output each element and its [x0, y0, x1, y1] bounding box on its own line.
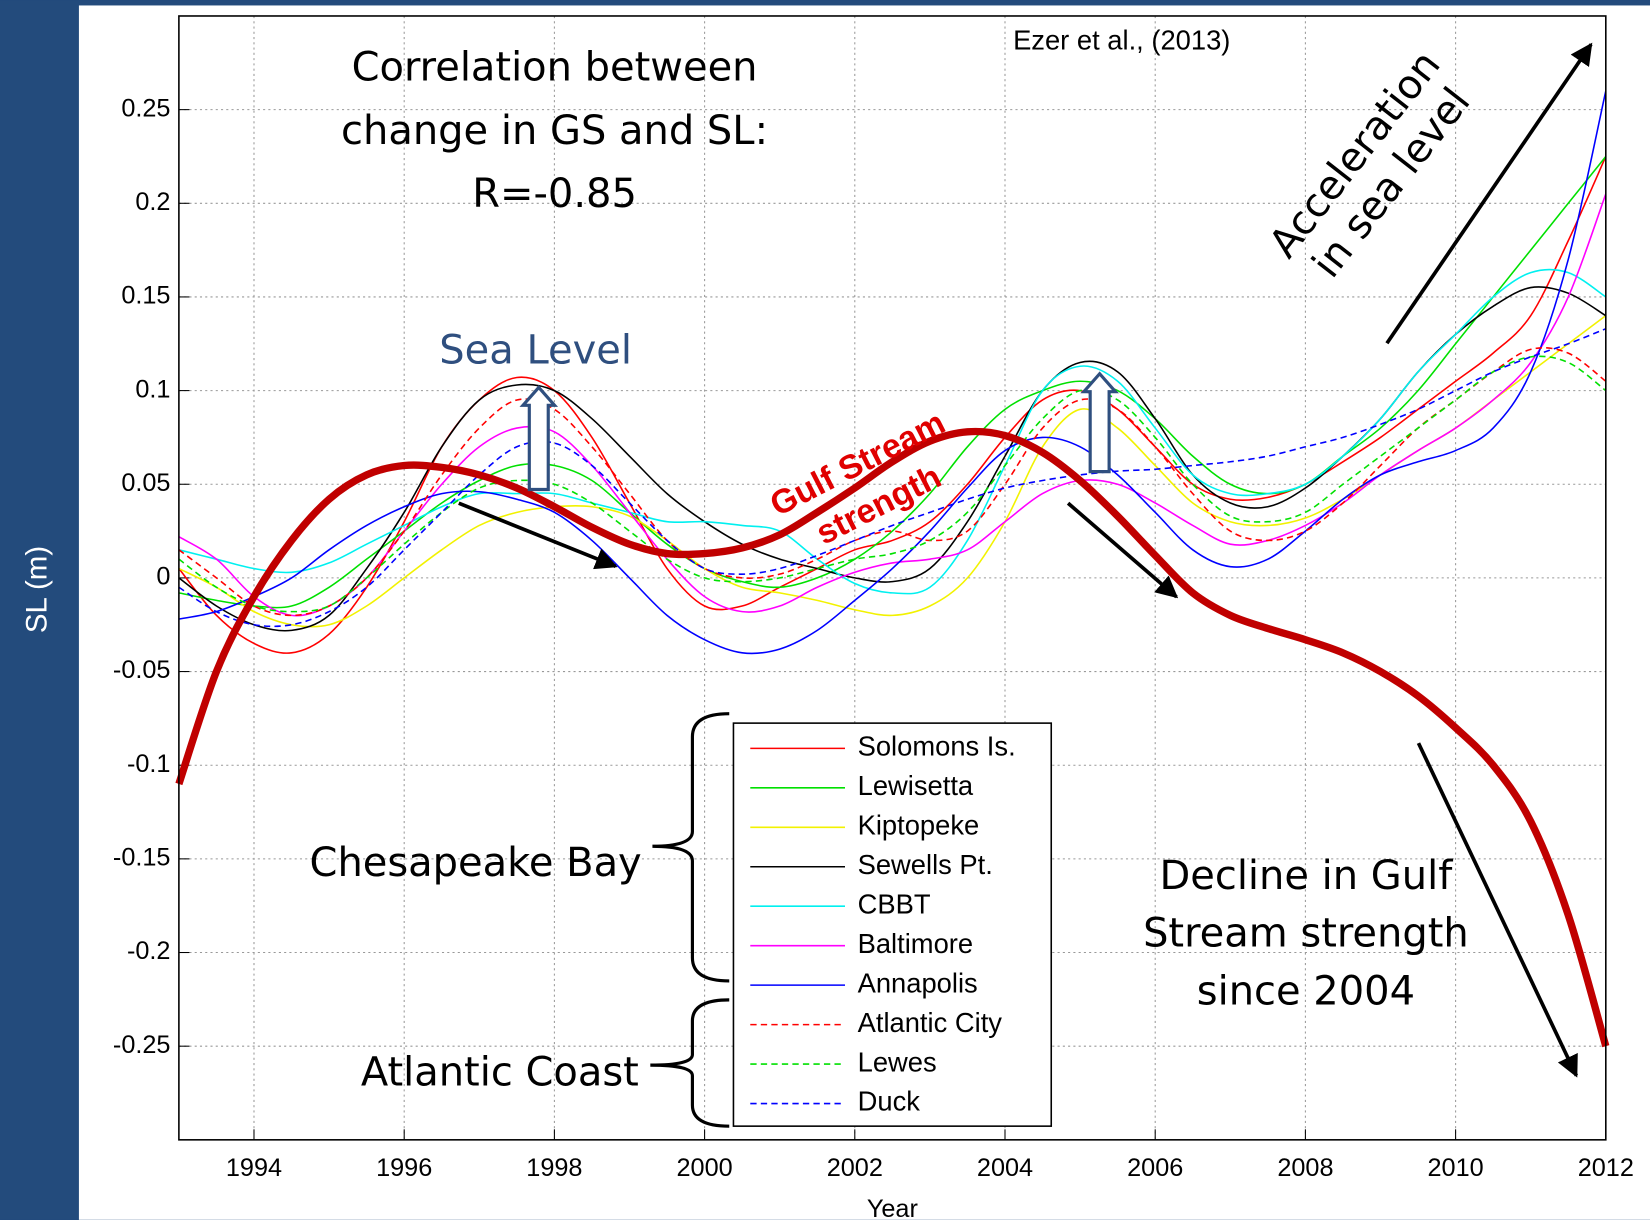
x-tick-label: 1994	[226, 1154, 282, 1182]
x-tick-label: 2008	[1277, 1154, 1333, 1182]
legend-label: Baltimore	[858, 928, 974, 959]
x-tick-label: 2010	[1428, 1154, 1484, 1182]
hollow-arrow	[523, 387, 555, 489]
legend-label: Lewes	[858, 1046, 937, 1077]
annotation: Chesapeake Bay	[310, 840, 642, 886]
y-axis-label: SL (m)	[21, 546, 54, 633]
y-tick-label: -0.05	[113, 656, 171, 684]
annotation: Correlation between	[352, 45, 758, 91]
legend-label: Annapolis	[858, 967, 978, 998]
y-tick-label: -0.25	[113, 1031, 171, 1059]
annotation: Atlantic Coast	[361, 1050, 639, 1096]
citation: Ezer et al., (2013)	[1013, 25, 1230, 56]
x-tick-label: 2002	[827, 1154, 883, 1182]
annotation: change in GS and SL:	[341, 108, 768, 154]
y-tick-label: -0.2	[127, 937, 171, 965]
y-tick-label: -0.1	[127, 750, 171, 778]
annotation: Decline in Gulf	[1159, 853, 1453, 899]
legend-label: Kiptopeke	[858, 810, 980, 841]
annotation: Stream strength	[1143, 911, 1469, 957]
page: SL (m) Year -0.25 -0.2 -0.15 -0.1 -0.05 0 0.05…	[0, 0, 1650, 1220]
y-tick-label: -0.15	[113, 844, 171, 872]
legend-label: Lewisetta	[858, 770, 974, 801]
legend-label: CBBT	[858, 888, 931, 919]
x-tick-label: 1996	[376, 1154, 432, 1182]
legend-label: Duck	[858, 1086, 921, 1117]
annotation: Sea Level	[439, 328, 632, 374]
y-tick-label: 0.2	[135, 188, 170, 216]
x-tick-label: 2006	[1127, 1154, 1183, 1182]
y-tick-label: 0.15	[121, 282, 170, 310]
x-tick-label: 2004	[977, 1154, 1033, 1182]
y-tick-label: 0	[156, 563, 170, 591]
annotation: since 2004	[1197, 969, 1415, 1015]
y-tick-label: 0.25	[121, 94, 170, 122]
x-tick-label: 2000	[677, 1154, 733, 1182]
legend-label: Atlantic City	[858, 1007, 1003, 1038]
chart: SL (m) Year -0.25 -0.2 -0.15 -0.1 -0.05 0 0.05…	[0, 0, 1650, 1220]
x-axis-label: Year	[867, 1195, 918, 1220]
x-tick-label: 2012	[1578, 1154, 1634, 1182]
legend-label: Solomons Is.	[858, 731, 1016, 762]
y-tick-label: 0.05	[121, 469, 170, 497]
legend-label: Sewells Pt.	[858, 849, 993, 880]
annotation: R=-0.85	[472, 171, 637, 217]
y-tick-label: 0.1	[135, 375, 170, 403]
hollow-arrow	[1084, 374, 1116, 472]
x-tick-label: 1998	[526, 1154, 582, 1182]
